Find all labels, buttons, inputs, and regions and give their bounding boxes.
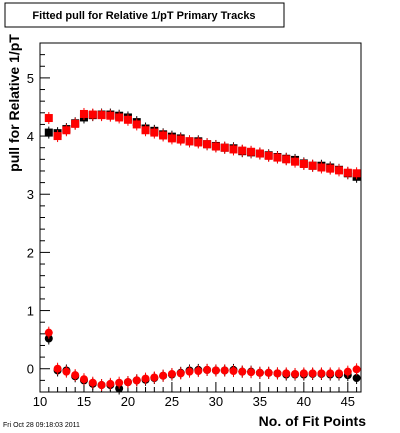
square-point [326,164,335,173]
circle-point [352,374,361,383]
square-point [255,149,264,158]
square-point [62,126,71,135]
x-tick-label: 40 [297,394,311,409]
square-point [211,142,220,151]
square-point [176,135,185,144]
y-tick-label: 1 [27,304,34,319]
x-axis: 10 15 20 25 30 35 40 45 [33,382,358,409]
circle-point [343,367,352,376]
circle-point [176,369,185,378]
circle-point [185,367,194,376]
circle-point [264,368,273,377]
x-tick-label: 20 [121,394,135,409]
square-point [317,163,326,172]
y-axis-title: pull for Relative 1/pT [6,34,22,172]
circle-point [123,378,132,387]
square-point [71,119,80,128]
y-tick-label: 3 [27,187,34,202]
circle-point [273,369,282,378]
circle-point [229,367,238,376]
square-point [238,146,247,155]
footer-timestamp: Fri Oct 28 09:18:03 2011 [3,422,80,429]
x-axis-title: No. of Fit Points [259,413,367,429]
y-tick-label: 0 [27,362,34,377]
square-point [44,114,53,123]
square-point [343,168,352,177]
circle-point [71,371,80,380]
square-point [291,157,300,166]
circle-point [106,379,115,388]
circle-point [115,378,124,387]
circle-point [150,373,159,382]
circle-point [53,364,62,373]
square-point [264,151,273,160]
circle-point [97,381,106,390]
x-tick-label: 10 [33,394,47,409]
circle-point [352,365,361,374]
y-tick-label: 2 [27,245,34,260]
square-point [247,147,256,156]
square-point [150,128,159,137]
circle-point [291,369,300,378]
square-point [299,159,308,168]
square-point [352,169,361,178]
circle-point [167,369,176,378]
square-point [132,120,141,129]
x-tick-label: 30 [209,394,223,409]
circle-point [255,368,264,377]
x-tick-label: 35 [253,394,267,409]
square-point [79,109,88,118]
title-box: Fitted pull for Relative 1/pT Primary Tr… [4,2,285,28]
circle-point [141,374,150,383]
data-markers [44,107,361,395]
circle-point [62,367,71,376]
circle-point [79,375,88,384]
square-point [167,134,176,143]
x-tick-label: 15 [77,394,91,409]
square-point [229,145,238,154]
x-tick-label: 45 [341,394,355,409]
y-tick-label: 4 [27,129,34,144]
plot-frame [39,42,362,393]
square-point [273,153,282,162]
square-point [97,111,106,120]
square-point [141,126,150,135]
circle-point [326,369,335,378]
circle-point [44,328,53,337]
square-point [194,138,203,147]
circle-point [247,368,256,377]
circle-point [317,369,326,378]
circle-point [335,369,344,378]
circle-point [203,365,212,374]
circle-point [282,369,291,378]
square-point [185,137,194,146]
circle-point [88,378,97,387]
square-point [220,143,229,152]
square-point [203,140,212,149]
circle-point [238,367,247,376]
circle-point [308,369,317,378]
square-point [159,131,168,140]
x-tick-label: 25 [165,394,179,409]
square-point [106,111,115,120]
circle-point [299,369,308,378]
square-point [53,132,62,141]
y-axis: 0 1 2 3 4 5 [27,42,50,393]
square-point [115,113,124,122]
circle-point [132,376,141,385]
square-point [308,161,317,170]
square-point [282,155,291,164]
square-point [88,110,97,119]
square-point [123,115,132,124]
chart-title: Fitted pull for Relative 1/pT Primary Tr… [32,10,255,22]
circle-point [159,371,168,380]
circle-point [211,366,220,375]
circle-point [220,366,229,375]
circle-point [194,367,203,376]
y-tick-label: 5 [27,71,34,86]
square-point [44,128,53,137]
square-point [335,166,344,175]
